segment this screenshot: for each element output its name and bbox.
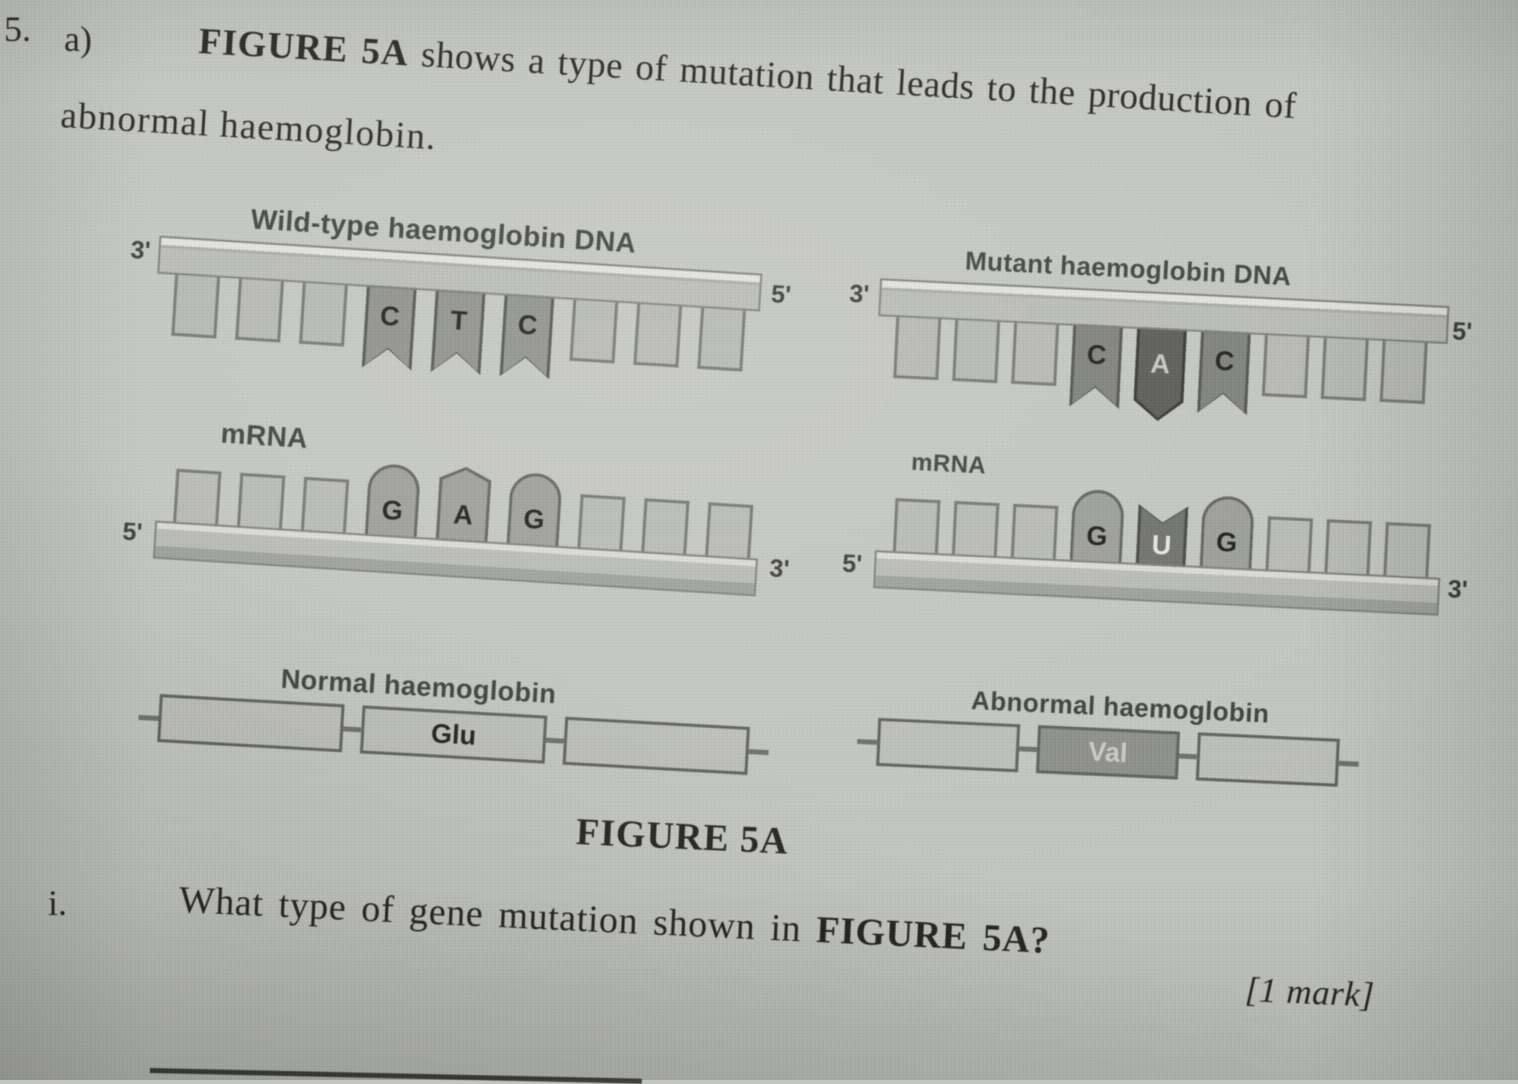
unlabeled-base-tooth bbox=[697, 304, 747, 372]
marks-label: [1 mark] bbox=[1244, 970, 1376, 1015]
answer-line bbox=[149, 1068, 642, 1084]
unlabeled-base-tooth bbox=[893, 314, 942, 381]
unlabeled-base-tooth bbox=[1010, 503, 1059, 562]
mutant-dna-diagram: Mutant haemoglobin DNA 3' 5' C A C bbox=[848, 240, 1473, 435]
unlabeled-base-tooth bbox=[1265, 516, 1314, 575]
chain-connector bbox=[1018, 745, 1038, 752]
wild-dna-5-prime-label: 5' bbox=[770, 280, 792, 310]
unlabeled-base-tooth bbox=[300, 476, 350, 536]
base-letter: G bbox=[1215, 526, 1238, 558]
protein-segment bbox=[1195, 732, 1340, 787]
mutated-base-tooth: A bbox=[1133, 326, 1188, 422]
base-tooth-labeled: C bbox=[499, 292, 554, 379]
question-part-label: a) bbox=[64, 19, 92, 59]
figure-reference-bold: FIGURE 5A? bbox=[815, 909, 1051, 963]
unlabeled-base-tooth bbox=[892, 498, 941, 557]
unlabeled-base-tooth bbox=[577, 494, 626, 553]
base-letter: C bbox=[1214, 345, 1235, 377]
sub-question-number: i. bbox=[48, 883, 68, 923]
base-tooth-labeled: T bbox=[431, 288, 486, 375]
unlabeled-base-tooth bbox=[1011, 319, 1060, 386]
amino-acid-segment-mutant: Val bbox=[1035, 725, 1180, 780]
unlabeled-base-tooth bbox=[704, 502, 754, 561]
unlabeled-base-tooth bbox=[1261, 332, 1310, 399]
unlabeled-base-tooth bbox=[299, 279, 348, 347]
wild-type-dna-diagram: Wild-type haemoglobin DNA 3' 5' C T C bbox=[124, 196, 792, 392]
wild-dna-3-prime-label: 3' bbox=[129, 235, 152, 266]
chain-connector bbox=[1178, 753, 1197, 759]
unlabeled-base-tooth bbox=[569, 296, 619, 364]
base-tooth-labeled: C bbox=[1069, 323, 1123, 409]
wild-type-mrna-diagram: mRNA 5' 3' G A G bbox=[121, 412, 790, 597]
amino-acid-segment: Glu bbox=[359, 705, 548, 764]
amino-acid-label: Glu bbox=[430, 717, 477, 751]
chain-connector bbox=[343, 725, 362, 732]
unlabeled-base-tooth bbox=[952, 316, 1001, 384]
unlabeled-base-tooth bbox=[235, 275, 285, 343]
chain-end-stub bbox=[857, 738, 878, 745]
unlabeled-base-tooth bbox=[1383, 522, 1431, 581]
mutant-mrna-3-prime-label: 3' bbox=[1447, 575, 1469, 605]
unlabeled-base-tooth bbox=[641, 498, 690, 557]
normal-haemoglobin-diagram: Normal haemoglobin Glu bbox=[137, 656, 772, 776]
base-letter: C bbox=[379, 300, 401, 332]
wild-mrna-3-prime-label: 3' bbox=[768, 554, 791, 584]
mutant-dna-strand: C A C bbox=[874, 278, 1450, 435]
protein-segment bbox=[157, 694, 345, 753]
sub-question-plain: What type of gene mutation shown in bbox=[177, 878, 818, 952]
base-letter: C bbox=[1086, 339, 1108, 371]
chain-end-stub bbox=[1338, 760, 1359, 767]
mutant-dna-3-prime-label: 3' bbox=[848, 279, 870, 309]
unlabeled-base-tooth bbox=[1320, 334, 1369, 402]
mutant-mrna-diagram: mRNA 5' 3' G U G bbox=[842, 446, 1468, 616]
base-letter: A bbox=[1149, 348, 1171, 380]
question-intro-line2: abnormal haemoglobin. bbox=[59, 94, 438, 159]
amino-acid-label: Val bbox=[1087, 735, 1129, 768]
base-letter: G bbox=[522, 503, 546, 535]
base-tooth-labeled: A bbox=[435, 465, 492, 544]
unlabeled-base-tooth bbox=[171, 271, 221, 339]
mutant-mrna-strand: G U G bbox=[873, 479, 1444, 616]
base-tooth-labeled: G bbox=[364, 462, 422, 540]
base-tooth-labeled: G bbox=[1069, 488, 1126, 566]
base-letter: U bbox=[1151, 529, 1172, 561]
abnormal-haemoglobin-diagram: Abnormal haemoglobin Val bbox=[856, 680, 1361, 788]
base-letter: G bbox=[380, 494, 404, 527]
unlabeled-base-tooth bbox=[633, 300, 683, 368]
chain-connector bbox=[545, 737, 565, 744]
protein-segment bbox=[562, 716, 750, 775]
unlabeled-base-tooth bbox=[173, 468, 222, 528]
unlabeled-base-tooth bbox=[1324, 519, 1372, 578]
chain-end-stub bbox=[138, 714, 159, 721]
figure-reference-bold: FIGURE 5A bbox=[197, 20, 410, 75]
base-letter: C bbox=[517, 309, 539, 341]
base-letter: T bbox=[449, 305, 468, 337]
mutant-mrna-5-prime-label: 5' bbox=[841, 549, 863, 579]
unlabeled-base-tooth bbox=[951, 500, 1000, 560]
protein-segment bbox=[876, 717, 1021, 773]
mutated-base-tooth: U bbox=[1135, 504, 1188, 568]
question-number: 5. bbox=[4, 9, 31, 49]
chain-end-stub bbox=[748, 748, 769, 755]
figure-caption: FIGURE 5A bbox=[575, 810, 790, 863]
question-intro-text: shows a type of mutation that leads to t… bbox=[407, 33, 1298, 128]
base-letter: G bbox=[1085, 520, 1109, 552]
unlabeled-base-tooth bbox=[236, 472, 286, 532]
base-tooth-labeled: C bbox=[1197, 329, 1251, 415]
wild-mrna-5-prime-label: 5' bbox=[121, 517, 144, 547]
base-tooth-labeled: G bbox=[506, 471, 563, 549]
base-tooth-labeled: G bbox=[1199, 495, 1255, 572]
unlabeled-base-tooth bbox=[1379, 337, 1428, 404]
mutant-dna-5-prime-label: 5' bbox=[1451, 317, 1473, 347]
base-letter: A bbox=[452, 499, 474, 531]
base-tooth-labeled: C bbox=[362, 284, 417, 371]
sub-question-text: What type of gene mutation shown in FIGU… bbox=[178, 878, 1051, 963]
